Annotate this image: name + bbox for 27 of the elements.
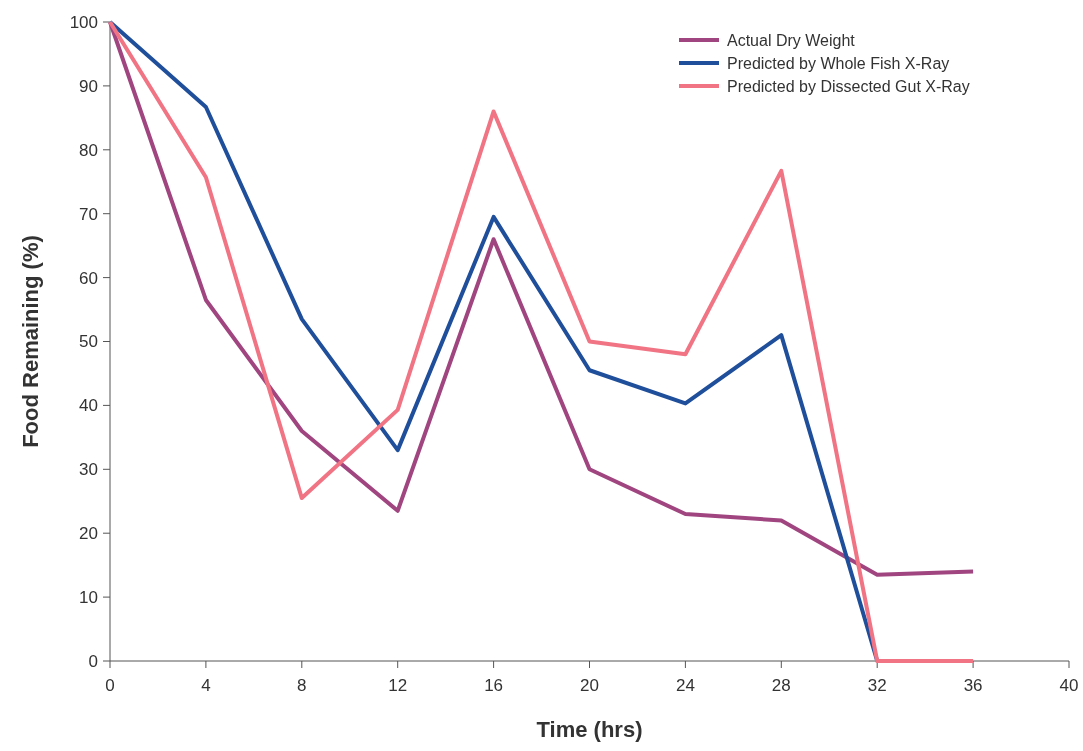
y-tick-label: 70	[79, 204, 98, 224]
x-tick-label: 4	[201, 676, 211, 695]
y-tick-label: 10	[79, 588, 98, 608]
legend-label: Actual Dry Weight	[727, 31, 856, 49]
x-tick-label: 40	[1059, 676, 1079, 695]
y-tick-label: 20	[79, 524, 98, 544]
y-tick-label: 90	[79, 76, 98, 96]
legend-label: Predicted by Dissected Gut X-Ray	[727, 77, 970, 95]
y-axis-title: Food Remaining (%)	[18, 235, 43, 448]
x-tick-label: 28	[771, 676, 791, 695]
x-tick-label: 36	[963, 676, 983, 695]
legend-label: Predicted by Whole Fish X-Ray	[727, 54, 950, 72]
y-tick-label: 80	[79, 140, 98, 160]
x-tick-label: 8	[297, 676, 307, 695]
x-tick-label: 20	[580, 676, 599, 695]
y-tick-label: 100	[69, 12, 98, 32]
y-tick-label: 0	[88, 651, 98, 671]
x-tick-label: 24	[675, 676, 695, 695]
y-tick-label: 30	[79, 460, 98, 480]
x-tick-label: 32	[867, 676, 887, 695]
y-tick-label: 50	[79, 332, 98, 352]
x-axis-title: Time (hrs)	[536, 717, 643, 742]
y-tick-label: 40	[79, 396, 98, 416]
x-tick-label: 0	[105, 676, 115, 695]
x-tick-label: 16	[484, 676, 504, 695]
x-tick-label: 12	[388, 676, 408, 695]
y-tick-label: 60	[79, 268, 98, 288]
